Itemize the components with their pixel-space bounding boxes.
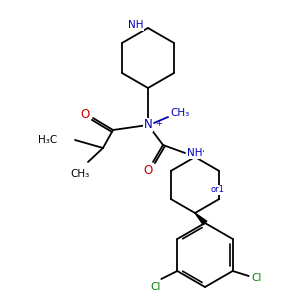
Polygon shape: [195, 213, 207, 225]
Text: NH: NH: [128, 20, 144, 30]
Text: H₃C: H₃C: [38, 135, 57, 145]
Text: O: O: [143, 164, 153, 178]
Text: N: N: [144, 118, 152, 131]
Text: O: O: [80, 107, 90, 121]
Text: Cl: Cl: [251, 273, 262, 283]
Text: +: +: [155, 119, 162, 128]
Text: or1: or1: [210, 185, 224, 194]
Text: NH: NH: [187, 148, 203, 158]
Text: CH₃: CH₃: [70, 169, 90, 179]
Text: Cl: Cl: [150, 282, 160, 292]
Text: CH₃: CH₃: [170, 108, 190, 118]
